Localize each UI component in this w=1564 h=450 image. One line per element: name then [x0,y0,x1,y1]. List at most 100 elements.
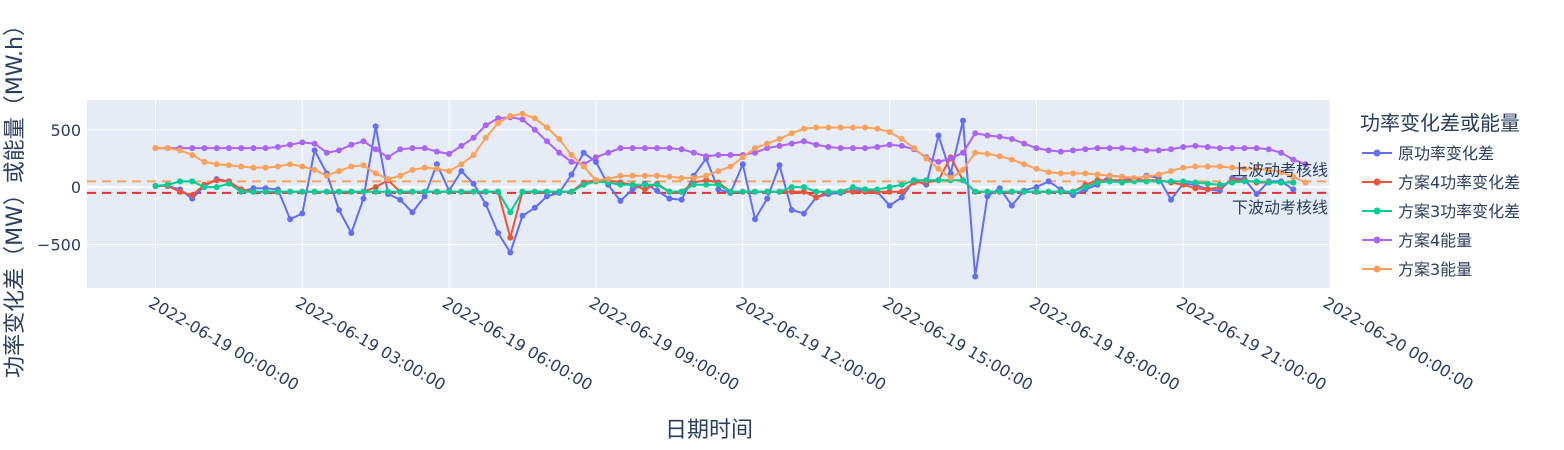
data-point [287,161,294,168]
data-point [1057,170,1064,177]
data-point [531,204,538,211]
data-point [1241,178,1248,185]
data-point [507,234,514,241]
data-point [886,188,893,195]
data-point [372,146,379,153]
data-point [482,122,489,129]
data-point [935,158,942,165]
data-point [519,110,526,117]
data-point [788,207,795,213]
data-point [911,177,917,184]
data-point [629,181,636,188]
data-point [238,145,245,152]
data-point [348,141,355,148]
data-point [470,152,477,158]
data-point [996,153,1003,160]
data-point [336,147,342,154]
data-point [1082,170,1089,177]
series-3 [152,177,1297,216]
data-point [1033,184,1040,191]
data-point [458,161,465,168]
data-point [984,188,991,195]
data-point [800,125,807,132]
data-point [470,180,477,187]
data-point [935,132,942,139]
data-point [617,197,624,204]
data-point [507,209,514,216]
data-point [372,123,379,130]
data-point [495,115,502,122]
data-point [458,142,465,149]
data-point [213,161,220,168]
data-point [397,188,404,195]
data-point [274,188,281,195]
y-tick-label: 500 [50,121,81,140]
data-point [446,150,453,157]
data-point [274,163,281,170]
data-point [960,149,966,156]
data-point [397,172,404,179]
data-point [507,113,514,119]
data-point [1021,140,1028,147]
data-point [213,145,220,152]
data-point [898,181,905,188]
data-point [849,124,856,131]
data-point [556,136,563,142]
data-point [385,154,391,161]
data-point [1070,147,1077,154]
data-point [433,188,440,195]
data-point [1057,148,1064,155]
data-point [592,154,599,161]
legend-item[interactable]: 原功率变化差 [1362,144,1494,163]
data-point [1192,142,1199,149]
data-point [666,188,673,195]
data-point [960,117,966,124]
legend-item[interactable]: 方案4功率变化差 [1362,173,1520,192]
data-point [323,149,330,156]
legend-item[interactable]: 方案3能量 [1362,260,1472,279]
data-point [837,188,844,195]
data-point [641,186,648,193]
data-point [568,158,575,165]
data-point [654,145,661,152]
data-point [250,188,257,195]
data-point [360,138,367,145]
data-point [813,124,820,131]
data-point [568,152,575,158]
data-point [1008,156,1015,163]
data-point [641,181,648,188]
data-point [360,162,367,169]
data-point [544,138,550,145]
data-point [874,186,881,193]
legend-item[interactable]: 方案3功率变化差 [1362,202,1520,221]
data-point [360,195,367,202]
data-point [947,155,954,162]
data-point [764,145,771,152]
legend-label: 方案3功率变化差 [1398,202,1520,221]
data-point [1290,156,1297,163]
data-point [996,133,1003,140]
data-point [1253,145,1260,152]
data-point [262,145,269,152]
data-point [1290,173,1297,180]
data-point [531,126,538,133]
legend-item[interactable]: 方案4能量 [1362,231,1472,250]
data-point [385,188,391,195]
data-point [262,188,269,195]
data-point [433,161,440,168]
data-point [250,164,257,171]
data-point [152,183,159,189]
data-point [189,152,196,158]
data-point [1180,144,1187,150]
data-point [495,188,502,195]
data-point [678,196,685,203]
data-point [984,150,991,157]
data-point [666,173,673,180]
data-point [923,177,930,184]
data-point [1045,178,1052,185]
legend-swatch-marker [1373,207,1381,215]
data-point [1229,179,1236,186]
x-axis-title: 日期时间 [665,418,753,443]
data-point [177,147,183,154]
